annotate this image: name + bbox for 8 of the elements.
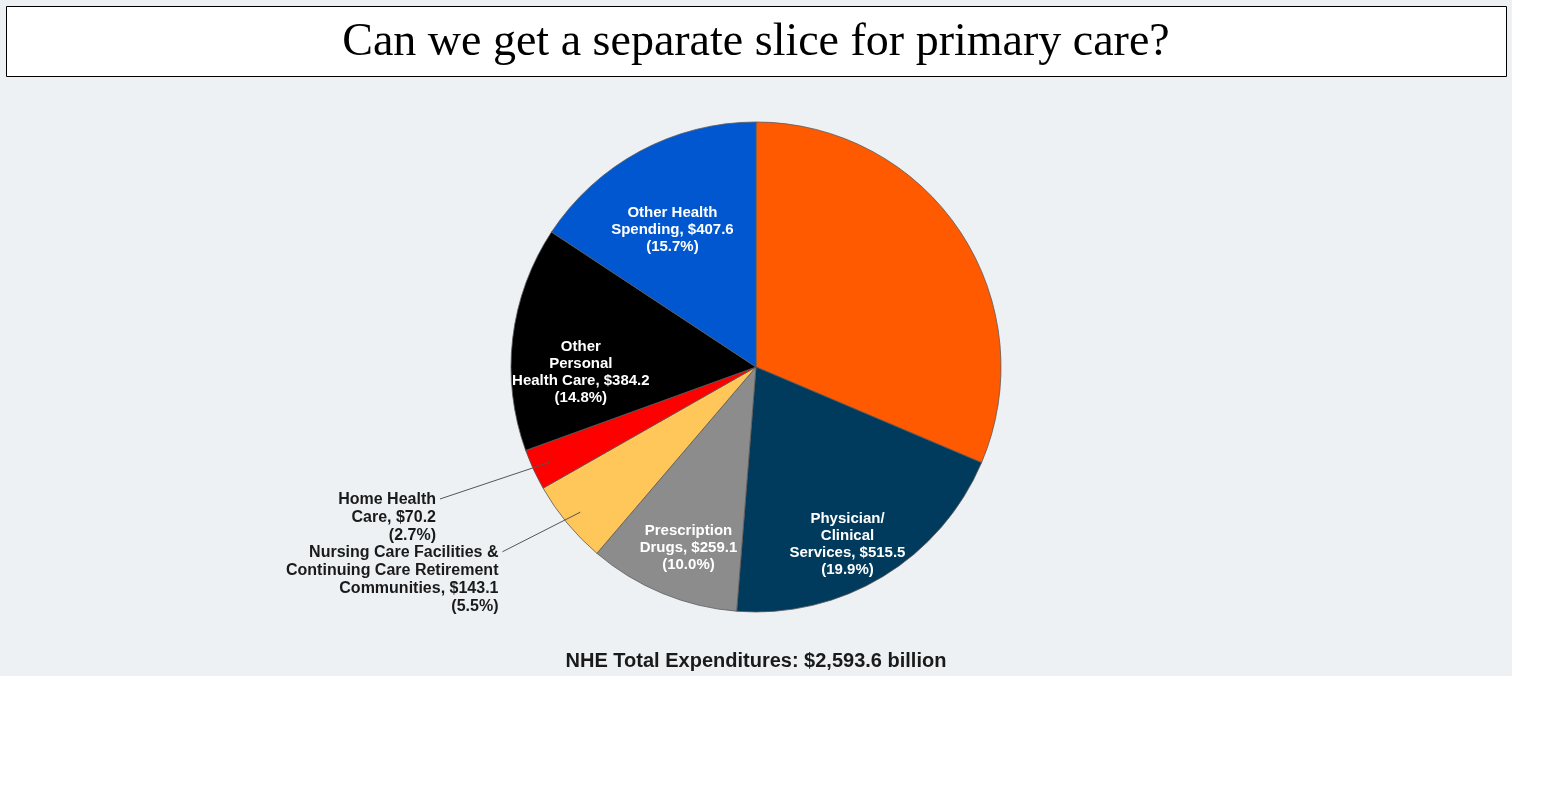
slice-label: Nursing Care Facilities & Continuing Care Retirement Communities, $143.1 (5.5%) [286,542,500,614]
slice-label: Physician/ Clinical Services, $515.5 (19.9%) [789,508,906,577]
slice-label: Prescription Drugs, $259.1 (10.0%) [639,520,738,572]
slice-label: Other Health Spending, $407.6 (15.7%) [611,202,734,254]
text: Can we get a separate slice for primary care? [342,14,1170,65]
slice-label: Other Personal Health Care, $384.2 (14.8%) [512,337,650,406]
slice-label: Home Health Care, $70.2 (2.7%) [338,489,437,543]
text: NHE Total Expenditures: $2,593.6 billion [565,649,947,671]
